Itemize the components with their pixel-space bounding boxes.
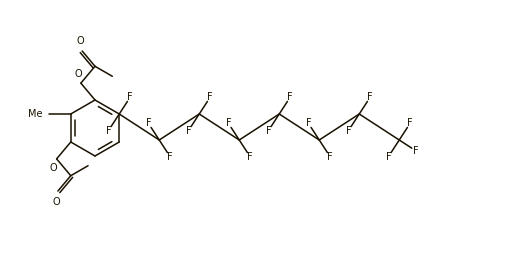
Text: F: F bbox=[145, 118, 151, 128]
Text: O: O bbox=[52, 197, 60, 207]
Text: F: F bbox=[367, 92, 373, 102]
Text: F: F bbox=[327, 152, 333, 162]
Text: F: F bbox=[226, 118, 231, 128]
Text: F: F bbox=[105, 126, 111, 136]
Text: F: F bbox=[247, 152, 253, 162]
Text: O: O bbox=[76, 36, 84, 46]
Text: F: F bbox=[185, 126, 191, 136]
Text: F: F bbox=[408, 118, 413, 128]
Text: F: F bbox=[386, 152, 391, 162]
Text: O: O bbox=[50, 163, 57, 173]
Text: F: F bbox=[413, 146, 419, 156]
Text: F: F bbox=[346, 126, 351, 136]
Text: F: F bbox=[207, 92, 213, 102]
Text: F: F bbox=[287, 92, 293, 102]
Text: F: F bbox=[167, 152, 173, 162]
Text: Me: Me bbox=[28, 109, 42, 119]
Text: O: O bbox=[74, 69, 82, 79]
Text: F: F bbox=[306, 118, 311, 128]
Text: F: F bbox=[266, 126, 271, 136]
Text: F: F bbox=[127, 92, 133, 102]
